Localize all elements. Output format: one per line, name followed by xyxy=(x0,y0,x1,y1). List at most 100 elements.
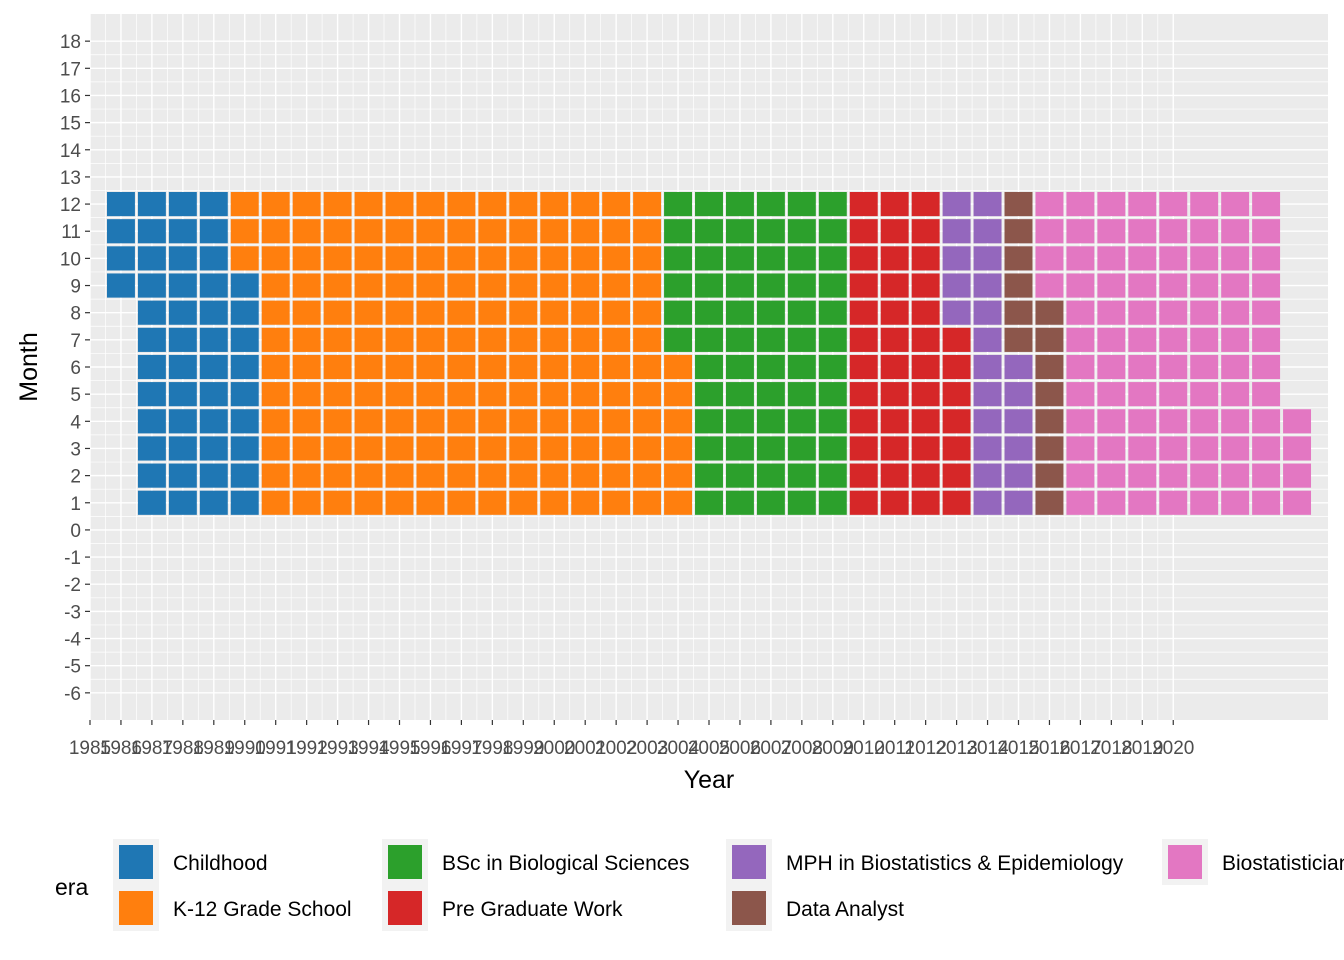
tile xyxy=(695,192,723,217)
tile xyxy=(199,409,228,434)
tile xyxy=(106,192,135,217)
tile xyxy=(1097,382,1126,407)
tile xyxy=(230,382,259,407)
tile xyxy=(1221,490,1250,515)
tile xyxy=(478,273,507,298)
tile xyxy=(1066,327,1095,352)
tile xyxy=(633,300,662,325)
tile xyxy=(1066,273,1095,298)
tile xyxy=(199,354,228,380)
tile xyxy=(787,192,816,217)
tile xyxy=(633,490,662,515)
y-tick-label: 2 xyxy=(70,467,81,488)
tile xyxy=(354,219,383,244)
y-tick-label: 4 xyxy=(70,412,81,433)
tile xyxy=(1128,490,1157,515)
tile xyxy=(1128,219,1157,244)
tile xyxy=(602,219,631,244)
tile xyxy=(849,192,878,217)
tile xyxy=(880,490,909,515)
legend-key xyxy=(732,891,766,925)
tile xyxy=(973,382,1002,407)
tile xyxy=(478,490,507,515)
tile xyxy=(756,382,785,407)
tile xyxy=(1097,246,1126,271)
tile xyxy=(973,219,1002,244)
tile xyxy=(416,436,445,461)
tile xyxy=(447,327,476,352)
x-tick-label: 1990 xyxy=(224,738,266,759)
tile xyxy=(385,490,414,515)
tile xyxy=(787,246,816,271)
tile xyxy=(1035,463,1064,488)
tile xyxy=(137,354,166,380)
tile xyxy=(911,382,940,407)
tile xyxy=(880,300,909,325)
tile xyxy=(1128,327,1157,352)
x-axis-title: Year xyxy=(684,766,735,794)
tile xyxy=(416,300,445,325)
tile xyxy=(1190,219,1219,244)
tile xyxy=(1004,436,1033,461)
tile xyxy=(199,382,228,407)
tile xyxy=(168,300,197,325)
y-tick-label: 8 xyxy=(70,304,81,325)
tile xyxy=(1190,192,1219,217)
x-tick-label: 2001 xyxy=(564,738,606,759)
tile xyxy=(942,327,971,352)
x-tick-label: 1987 xyxy=(131,738,173,759)
tile xyxy=(1035,382,1064,407)
tile xyxy=(602,327,631,352)
tile xyxy=(942,463,971,488)
tile xyxy=(849,436,878,461)
tile xyxy=(973,273,1002,298)
tile xyxy=(230,490,259,515)
tile xyxy=(756,327,785,352)
tile xyxy=(1159,327,1188,352)
tiles-layer xyxy=(106,192,1312,515)
tile xyxy=(1190,463,1219,488)
tile xyxy=(787,300,816,325)
tile xyxy=(385,273,414,298)
tile xyxy=(354,463,383,488)
tile xyxy=(973,354,1002,380)
legend-key xyxy=(119,891,153,925)
tile xyxy=(1252,409,1281,434)
tile xyxy=(602,409,631,434)
tile xyxy=(787,490,816,515)
tile xyxy=(168,409,197,434)
tile xyxy=(447,436,476,461)
tile xyxy=(664,300,693,325)
tile xyxy=(1252,382,1281,407)
legend-key xyxy=(388,891,422,925)
tile xyxy=(168,246,197,271)
tile xyxy=(1252,436,1281,461)
tile xyxy=(1190,490,1219,515)
tile xyxy=(1066,354,1095,380)
tile xyxy=(385,327,414,352)
tile xyxy=(478,300,507,325)
tile xyxy=(1066,409,1095,434)
tile xyxy=(1159,300,1188,325)
tile xyxy=(695,382,723,407)
tile xyxy=(199,300,228,325)
tile xyxy=(385,192,414,217)
tile xyxy=(168,382,197,407)
tile xyxy=(230,354,259,380)
tile xyxy=(1221,192,1250,217)
tile xyxy=(540,436,569,461)
x-tick-label: 1992 xyxy=(286,738,328,759)
tile xyxy=(942,354,971,380)
tile xyxy=(1097,409,1126,434)
x-tick-label: 2000 xyxy=(533,738,575,759)
tile xyxy=(911,436,940,461)
tile xyxy=(385,463,414,488)
tile xyxy=(199,219,228,244)
x-tick-label: 1993 xyxy=(316,738,358,759)
x-tick-label: 1989 xyxy=(193,738,235,759)
tile xyxy=(354,436,383,461)
tile xyxy=(230,300,259,325)
legend-label: Data Analyst xyxy=(786,898,904,921)
tile xyxy=(261,354,290,380)
